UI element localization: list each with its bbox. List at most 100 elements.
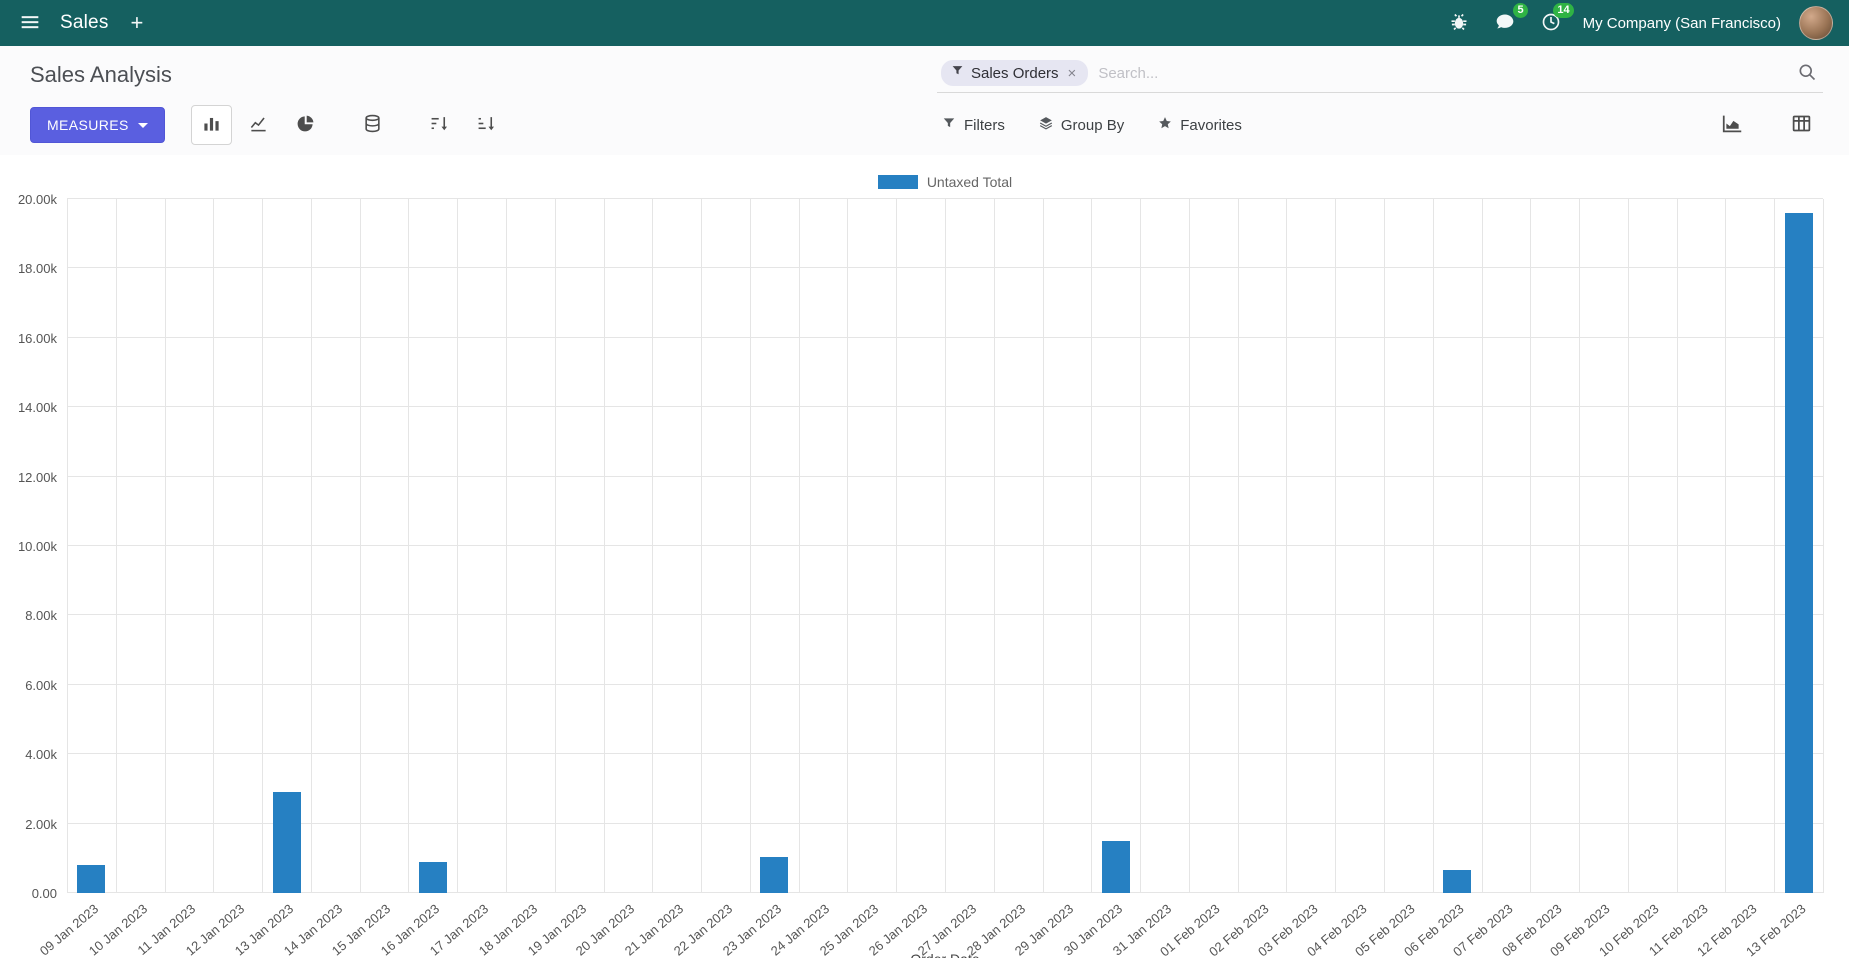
chart-bar[interactable] [272,792,301,893]
line-chart-view-button[interactable] [238,105,279,145]
v-gridline [1335,199,1337,893]
v-gridline [213,199,215,893]
y-tick-label: 6.00k [25,677,57,693]
control-panel: Sales Analysis Sales Orders × MEASURES [0,46,1849,155]
sort-desc-icon [430,114,449,136]
y-tick-label: 14.00k [17,400,57,416]
star-icon [1158,116,1172,134]
v-gridline [1676,199,1678,893]
chart-bar[interactable] [1101,840,1130,893]
app-name[interactable]: Sales [60,12,109,33]
v-gridline [457,199,459,893]
stacked-toggle-button[interactable] [352,105,393,145]
chart-bar[interactable] [1784,212,1813,893]
measures-label: MEASURES [47,117,129,133]
sort-asc-icon [477,114,496,136]
chart-bar[interactable] [77,865,106,893]
activities-button[interactable]: 14 [1537,2,1574,39]
graph-view-switch-button[interactable] [1711,104,1754,146]
y-tick-label: 0.00 [31,886,57,901]
legend-swatch [877,175,918,189]
search-input[interactable] [1098,64,1787,82]
hamburger-icon [20,12,40,35]
company-menu[interactable]: My Company (San Francisco) [1582,14,1781,32]
chart-bar[interactable] [1443,870,1472,893]
search-bar: Sales Orders × [937,56,1823,93]
v-gridline [1774,199,1776,893]
messages-button[interactable]: 5 [1491,2,1528,39]
v-gridline [1188,199,1190,893]
chart-bar[interactable] [418,861,447,893]
sort-ascending-button[interactable] [466,105,507,145]
v-gridline [164,199,166,893]
chart-plot: 0.00 2.00k 4.00k 6.00k 8.00k 10.00k 12.00k 14.0… [18,192,1824,958]
database-stack-icon [363,114,382,136]
layers-icon [1039,116,1053,134]
search-facet: Sales Orders × [941,60,1089,86]
menu-toggle-button[interactable] [16,8,44,39]
facet-label: Sales Orders [971,64,1059,82]
v-gridline [1140,199,1142,893]
area-chart-icon [1722,113,1743,137]
chart-bar[interactable] [760,856,789,893]
v-gridline [1384,199,1385,893]
v-gridline [847,199,849,893]
filter-funnel-icon [951,64,964,82]
v-gridline [701,199,703,893]
favorites-label: Favorites [1180,116,1242,134]
search-submit-button[interactable] [1797,62,1817,85]
pie-chart-icon [296,114,315,136]
pie-chart-view-button[interactable] [285,105,326,145]
messages-badge: 5 [1513,2,1528,18]
y-tick-label: 10.00k [17,539,57,554]
favorites-button[interactable]: Favorites [1158,116,1242,134]
y-tick-label: 16.00k [17,330,57,346]
filter-funnel-icon [942,116,956,134]
group-by-label: Group By [1060,116,1125,134]
v-gridline [652,199,654,893]
v-gridline [408,199,410,893]
legend-label: Untaxed Total [926,174,1013,190]
bar-chart-view-button[interactable] [190,105,232,145]
v-gridline [310,199,312,893]
v-gridline [1481,199,1483,893]
v-gridline [1725,199,1727,893]
y-tick-label: 4.00k [25,747,57,763]
chart-legend[interactable]: Untaxed Total [67,169,1823,195]
x-axis-title: Order Date [67,951,1823,958]
y-tick-label: 12.00k [17,469,57,485]
bug-icon [1449,12,1469,35]
v-gridline [603,199,605,893]
pivot-table-icon [1791,113,1812,137]
v-gridline [1237,199,1239,893]
user-avatar[interactable] [1799,6,1833,40]
y-tick-label: 20.00k [17,192,57,207]
chat-bubble-icon [1495,12,1515,35]
activities-badge: 14 [1553,2,1574,18]
v-gridline [749,199,751,893]
y-tick-label: 2.00k [25,816,57,832]
debug-button[interactable] [1445,8,1473,39]
v-gridline [262,199,264,893]
v-gridline [1627,199,1629,893]
facet-remove-button[interactable]: × [1067,64,1077,82]
page-title: Sales Analysis [30,61,172,87]
new-tab-button[interactable]: + [125,10,150,36]
v-gridline [1042,199,1044,893]
filters-label: Filters [964,116,1005,134]
group-by-button[interactable]: Group By [1039,116,1124,134]
pivot-view-switch-button[interactable] [1780,104,1823,146]
v-gridline [1286,199,1288,893]
chevron-down-icon [137,122,148,128]
v-gridline [1091,199,1093,893]
measures-button[interactable]: MEASURES [30,107,165,143]
v-gridline [798,199,800,893]
v-gridline [67,199,68,893]
v-gridline [993,199,995,893]
v-gridline [1530,199,1532,893]
v-gridline [896,199,898,893]
v-gridline [1823,199,1824,893]
sort-descending-button[interactable] [419,105,460,145]
line-chart-icon [249,114,268,136]
filters-button[interactable]: Filters [942,116,1005,134]
